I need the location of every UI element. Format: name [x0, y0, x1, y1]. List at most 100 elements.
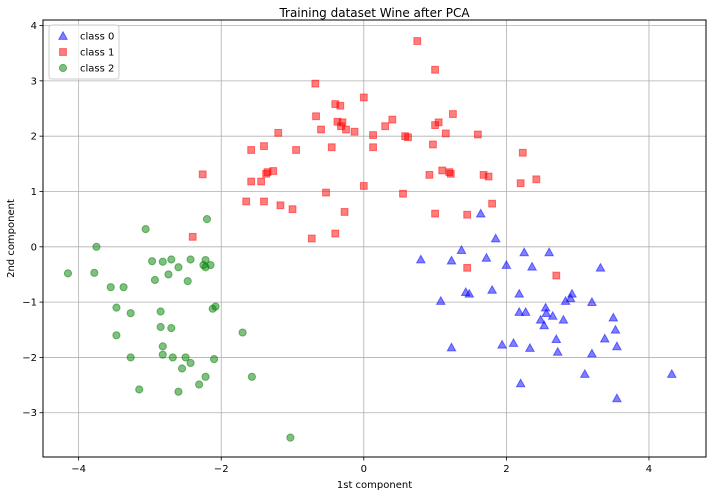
data-point	[490, 233, 501, 243]
data-point	[388, 115, 397, 124]
y-tick-label: 3	[31, 76, 37, 87]
chart-title: Training dataset Wine after PCA	[278, 6, 470, 20]
data-point	[276, 201, 285, 210]
data-point	[399, 189, 407, 198]
data-point	[369, 131, 377, 139]
data-point	[336, 101, 345, 110]
data-point	[404, 133, 412, 142]
data-point	[484, 172, 493, 181]
data-point	[429, 140, 437, 149]
data-point	[359, 93, 368, 102]
data-point	[415, 254, 426, 264]
data-point	[565, 293, 576, 303]
data-point	[552, 271, 561, 280]
data-point	[547, 310, 558, 320]
data-point	[201, 263, 210, 272]
data-point	[514, 288, 525, 298]
legend-marker	[58, 63, 68, 73]
data-point	[63, 269, 73, 278]
data-point	[438, 166, 447, 175]
data-point	[595, 262, 606, 272]
data-point	[566, 288, 578, 298]
data-point	[312, 112, 320, 121]
data-point	[446, 169, 455, 178]
data-point	[164, 270, 173, 279]
data-point	[327, 143, 336, 152]
data-point	[475, 208, 486, 218]
data-point	[579, 368, 590, 378]
data-point	[532, 175, 541, 184]
y-axis-label: 2nd component	[6, 199, 17, 278]
data-point	[183, 276, 192, 286]
data-point	[359, 182, 368, 190]
data-point	[174, 387, 183, 396]
legend-label: class 2	[80, 64, 114, 75]
data-point	[544, 247, 555, 257]
legend-marker	[59, 48, 67, 56]
x-tick-label: 0	[361, 464, 367, 475]
legend: class 0 class 1 class 2	[48, 24, 120, 80]
data-point	[456, 244, 467, 254]
data-point	[209, 354, 219, 364]
data-point	[147, 257, 157, 266]
data-point	[257, 177, 266, 186]
data-point	[413, 37, 422, 45]
y-tick-label: 0	[31, 242, 37, 253]
data-point	[90, 268, 99, 277]
data-point	[126, 309, 135, 318]
data-point	[551, 333, 562, 344]
data-point	[611, 341, 622, 351]
data-point	[274, 128, 283, 137]
legend-label: class 0	[80, 32, 114, 43]
data-point	[541, 307, 552, 318]
data-point	[288, 205, 297, 214]
y-tick-label: −2	[22, 353, 37, 364]
data-point	[156, 307, 165, 316]
data-point	[508, 337, 519, 347]
x-tick-label: 4	[646, 464, 652, 475]
data-point	[435, 295, 446, 305]
data-point	[516, 179, 525, 188]
data-point	[431, 209, 439, 218]
data-point	[186, 255, 195, 264]
data-point	[195, 380, 204, 389]
data-point	[441, 129, 450, 138]
data-point	[610, 324, 621, 334]
data-point	[463, 263, 472, 272]
data-point	[242, 197, 251, 206]
data-point	[247, 372, 256, 381]
data-point	[150, 275, 160, 285]
data-point	[106, 283, 115, 292]
data-point	[158, 342, 167, 351]
data-point	[497, 339, 508, 349]
axis-ticks: −4 −2 0 2 4 −3 −2 −1 0 1 2 3 4	[22, 21, 652, 475]
series-class-2	[63, 215, 295, 442]
data-point	[311, 79, 320, 88]
data-point	[520, 306, 531, 316]
data-point	[488, 199, 497, 208]
data-point	[446, 255, 457, 265]
data-point	[260, 197, 268, 206]
data-point	[539, 320, 550, 330]
plot-frame	[42, 19, 707, 458]
data-point	[112, 331, 121, 340]
data-point	[181, 353, 190, 362]
data-point	[463, 210, 472, 219]
data-point	[168, 353, 177, 362]
data-point	[431, 65, 439, 74]
data-point	[518, 148, 527, 157]
x-tick-label: −2	[214, 464, 229, 475]
data-point	[524, 342, 535, 352]
data-points	[63, 37, 677, 442]
data-point	[201, 372, 210, 381]
data-point	[238, 328, 247, 337]
data-point	[188, 232, 197, 241]
data-point	[158, 350, 167, 359]
data-point	[515, 378, 526, 388]
data-point	[156, 322, 165, 332]
legend-marker	[57, 30, 69, 40]
x-tick-label: −4	[71, 464, 86, 475]
data-point	[119, 283, 128, 292]
data-point	[247, 146, 256, 154]
